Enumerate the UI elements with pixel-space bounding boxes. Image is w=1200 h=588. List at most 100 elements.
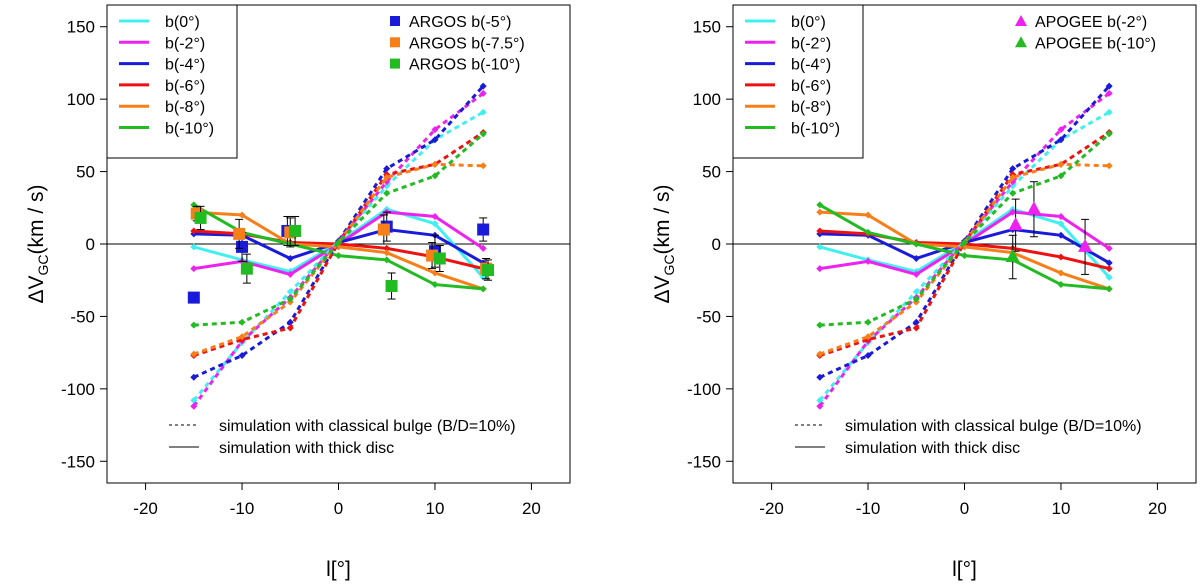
series-point [431, 136, 439, 144]
series-point [431, 220, 439, 228]
series-point [961, 239, 968, 247]
observation-point [433, 252, 446, 265]
series-point [816, 321, 824, 329]
series-point [238, 333, 246, 341]
color-legend-box [732, 4, 864, 159]
series-point [1057, 253, 1065, 261]
series-point [816, 402, 824, 410]
x-tick-label: -10 [856, 499, 881, 518]
series-point [190, 227, 198, 235]
observation-point [377, 223, 390, 236]
observation-point [187, 291, 200, 304]
series-point [238, 211, 246, 219]
series-point [1105, 265, 1113, 273]
series-point [1009, 189, 1017, 197]
legend-label: ARGOS b(-5°) [409, 14, 511, 31]
legend-label: b(-10°) [165, 121, 214, 138]
legend-label: b(-2°) [165, 35, 205, 52]
series-point [335, 252, 342, 260]
series-point [286, 295, 294, 303]
y-tick-label: -50 [696, 307, 721, 326]
series-point [912, 295, 920, 303]
series-point [1057, 136, 1065, 144]
series-line [819, 210, 1110, 291]
series-point [1009, 165, 1017, 173]
series-point [1105, 82, 1113, 90]
series-point [912, 324, 920, 332]
series-point [479, 162, 487, 170]
legend-label: b(-6°) [791, 78, 831, 95]
y-tick-label: 50 [702, 163, 721, 182]
observation-point [477, 223, 490, 236]
legend-label: b(-4°) [791, 57, 831, 74]
x-tick-label: 20 [522, 499, 541, 518]
series-point [190, 402, 198, 410]
series-point [816, 350, 824, 358]
legend-label: b(0°) [791, 14, 826, 31]
style-legend-label: simulation with classical bulge (B/D=10%… [845, 418, 1142, 435]
x-tick-label: 10 [425, 499, 444, 518]
series-point [864, 228, 872, 236]
series-point [912, 288, 920, 296]
series-point [383, 249, 391, 257]
series-point [431, 281, 439, 289]
series-point [1105, 273, 1113, 281]
series-point [431, 160, 439, 168]
y-tick-label: -150 [687, 452, 721, 471]
legend-marker [390, 16, 400, 26]
observation-point [385, 280, 398, 293]
y-axis-label: ΔVGC(km / s) [25, 184, 51, 303]
legend-label: APOGEE b(-2°) [1035, 14, 1147, 31]
series-point [1057, 220, 1065, 228]
series-point [190, 321, 198, 329]
y-axis-label: ΔVGC(km / s) [651, 184, 677, 303]
series-point [383, 165, 391, 173]
y-axis-label-sub: GC [35, 254, 51, 275]
series-point [912, 240, 920, 248]
series-point [1057, 172, 1065, 180]
series-point [1105, 244, 1113, 252]
y-axis-label-main: ΔV [651, 275, 674, 303]
series-point [383, 189, 391, 197]
observation-point [236, 240, 249, 253]
series-point [1057, 160, 1065, 168]
legend-label: b(-2°) [791, 35, 831, 52]
series-point [383, 182, 391, 190]
style-legend-label: simulation with thick disc [845, 440, 1020, 457]
x-tick-label: 10 [1051, 499, 1070, 518]
series-point [1057, 281, 1065, 289]
legend-label: ARGOS b(-7.5°) [409, 35, 525, 52]
legend-label: b(-6°) [165, 78, 205, 95]
legend-label: ARGOS b(-10°) [409, 57, 520, 74]
y-axis-label-main: ΔV [25, 275, 48, 303]
legend-marker [1015, 36, 1027, 48]
series-point [1105, 285, 1113, 293]
series-point [816, 201, 824, 209]
y-axis-label-unit: (km / s) [25, 184, 48, 254]
series-point [1009, 182, 1017, 190]
series-point [479, 130, 487, 138]
observation-point [1026, 201, 1041, 215]
x-axis-label: l[°] [952, 558, 977, 581]
x-tick-label: 20 [1148, 499, 1167, 518]
y-tick-label: 100 [693, 90, 721, 109]
series-point [383, 256, 391, 264]
series-point [1105, 89, 1113, 97]
series-point [816, 227, 824, 235]
series-point [816, 243, 824, 251]
legend-marker [390, 37, 400, 48]
series-point [286, 324, 294, 332]
series-point [190, 373, 198, 381]
series-point [1057, 212, 1065, 220]
y-axis-label-sub: GC [661, 254, 677, 275]
x-tick-label: 0 [334, 499, 343, 518]
series-point [190, 243, 198, 251]
legend-marker [390, 58, 400, 69]
legend-label: b(-4°) [165, 57, 205, 74]
observation-point [482, 264, 495, 277]
y-tick-label: -100 [687, 380, 721, 399]
series-point [479, 108, 487, 116]
observation-point [240, 262, 253, 275]
